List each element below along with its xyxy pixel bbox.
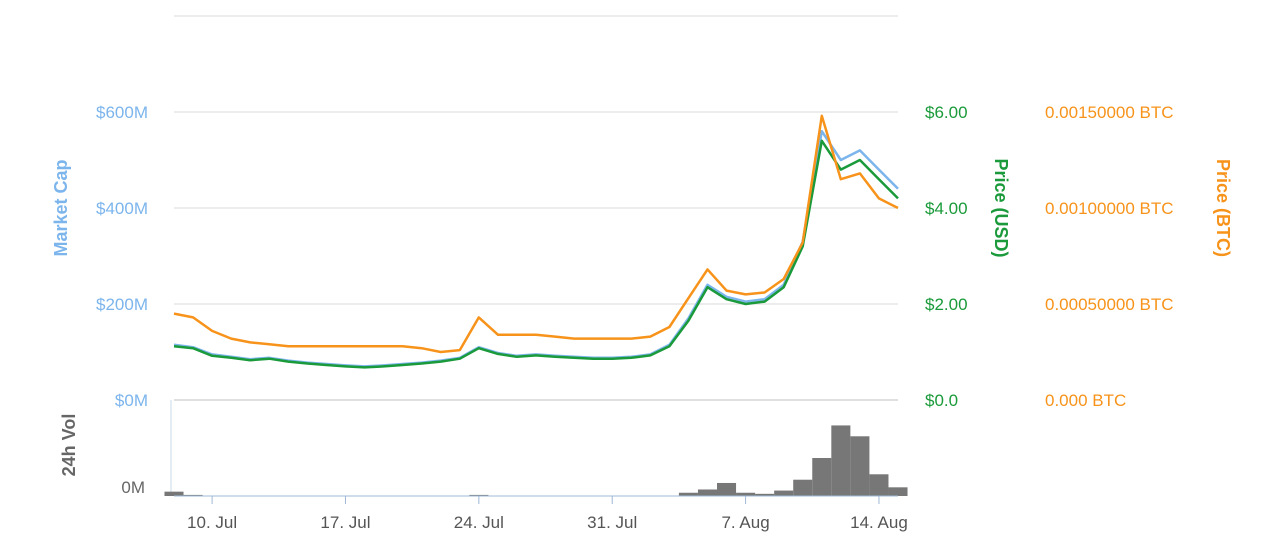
x-tick-label: 7. Aug [721, 513, 769, 532]
x-tick-label: 14. Aug [850, 513, 908, 532]
volume-bar [678, 492, 698, 496]
x-tick-label: 10. Jul [187, 513, 237, 532]
usd-tick-label: $0.0 [925, 391, 958, 410]
volume-bar [164, 491, 184, 496]
usd-tick-label: $6.00 [925, 103, 968, 122]
usd-axis-title: Price (USD) [991, 158, 1011, 257]
x-tick-label: 31. Jul [587, 513, 637, 532]
btc-tick-label: 0.00050000 BTC [1045, 295, 1174, 314]
x-tick-label: 17. Jul [320, 513, 370, 532]
btc-tick-label: 0.00100000 BTC [1045, 199, 1174, 218]
volume-bar [717, 482, 737, 496]
market_cap-tick-label: $600M [96, 103, 148, 122]
volume-bar [850, 436, 870, 496]
btc-price-ticks: 0.000 BTC 0.00050000 BTC 0.00100000 BTC 0.0… [1045, 103, 1174, 410]
x-tick-label: 24. Jul [454, 513, 504, 532]
volume-bar [831, 425, 851, 496]
x-axis: 10. Jul 17. Jul 24. Jul 31. Jul 7. Aug 14. Au… [187, 496, 908, 532]
series-line-usd [173, 139, 899, 369]
grid-lines [170, 15, 898, 496]
volume-bar [774, 490, 794, 496]
volume-bar [812, 458, 832, 496]
market_cap-tick-label: $0M [115, 391, 148, 410]
volume-plot [164, 425, 908, 497]
market-cap-axis-title: Market Cap [51, 159, 71, 256]
usd-price-ticks: $0.0 $2.00 $4.00 $6.00 [925, 103, 968, 410]
usd-tick-label: $2.00 [925, 295, 968, 314]
market-cap-ticks: $0M $200M $400M $600M [96, 103, 148, 410]
volume-bar [183, 494, 203, 496]
volume-ticks: 0M [121, 478, 145, 497]
volume-bar [736, 492, 756, 496]
volume-bar [793, 479, 813, 496]
volume-tick-label: 0M [121, 478, 145, 497]
volume-bar [469, 494, 489, 496]
series-plot [173, 114, 899, 369]
volume-axis-title: 24h Vol [59, 414, 79, 477]
volume-bar [869, 474, 889, 496]
volume-bar [888, 487, 908, 496]
market_cap-tick-label: $200M [96, 295, 148, 314]
btc-tick-label: 0.00150000 BTC [1045, 103, 1174, 122]
volume-bar [755, 493, 775, 496]
volume-bar [697, 489, 717, 496]
btc-axis-title: Price (BTC) [1213, 159, 1233, 257]
usd-tick-label: $4.00 [925, 199, 968, 218]
btc-tick-label: 0.000 BTC [1045, 391, 1126, 410]
series-line-btc [173, 114, 899, 354]
series-line-market_cap [173, 129, 899, 368]
market_cap-tick-label: $400M [96, 199, 148, 218]
